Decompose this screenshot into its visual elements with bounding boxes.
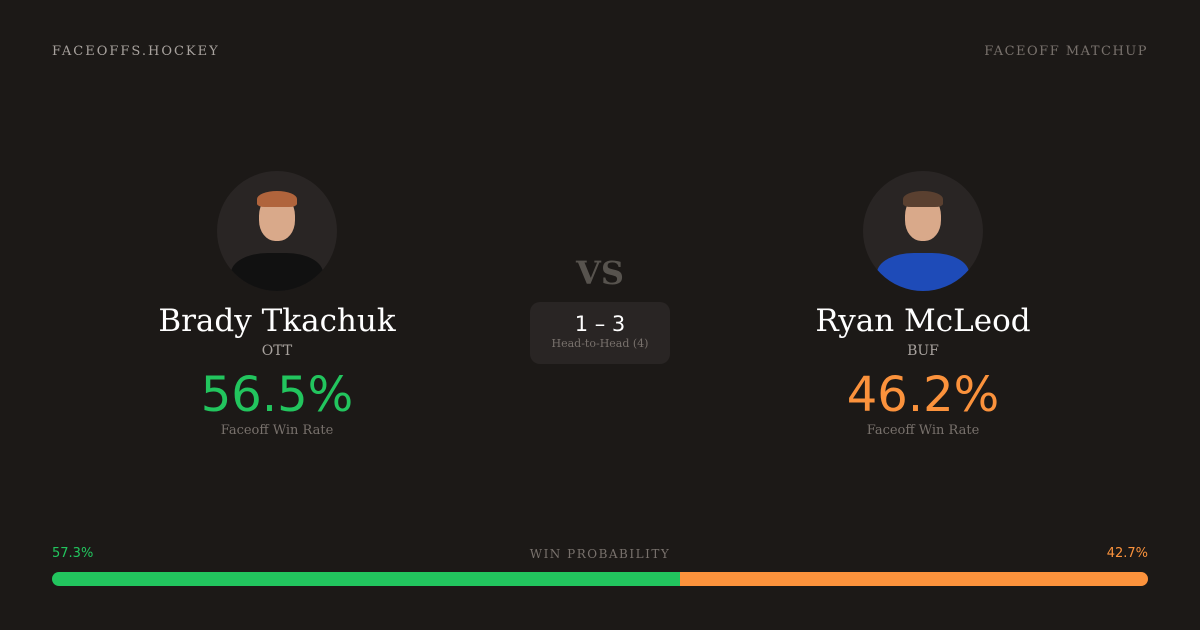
win-probability-label: WIN PROBABILITY [529, 547, 671, 561]
win-rate: 56.5% [200, 367, 354, 423]
win-probability-right-fill [680, 572, 1148, 586]
player-name: Ryan McLeod [815, 303, 1031, 339]
win-rate-label: Faceoff Win Rate [220, 423, 334, 438]
win-probability-left: 57.3% [52, 546, 94, 561]
h2h-score: 1 – 3 [574, 312, 626, 336]
player-avatar [863, 171, 983, 291]
brand-logo: FACEOFFS.HOCKEY [52, 44, 220, 59]
player-left: Brady Tkachuk OTT 56.5% Faceoff Win Rate [77, 171, 477, 438]
win-rate: 46.2% [846, 367, 1000, 423]
h2h-label: Head-to-Head (4) [551, 337, 649, 350]
player-team: BUF [907, 343, 939, 359]
player-name: Brady Tkachuk [158, 303, 396, 339]
player-right: Ryan McLeod BUF 46.2% Faceoff Win Rate [723, 171, 1123, 438]
page-tag: FACEOFF MATCHUP [984, 44, 1148, 59]
vs-label: VS [576, 254, 624, 292]
win-probability-left-fill [52, 572, 680, 586]
head-to-head-card: 1 – 3 Head-to-Head (4) [530, 302, 670, 364]
player-team: OTT [261, 343, 293, 359]
win-probability-right: 42.7% [1106, 546, 1148, 561]
win-rate-label: Faceoff Win Rate [866, 423, 980, 438]
player-avatar [217, 171, 337, 291]
win-probability-bar [52, 572, 1148, 586]
